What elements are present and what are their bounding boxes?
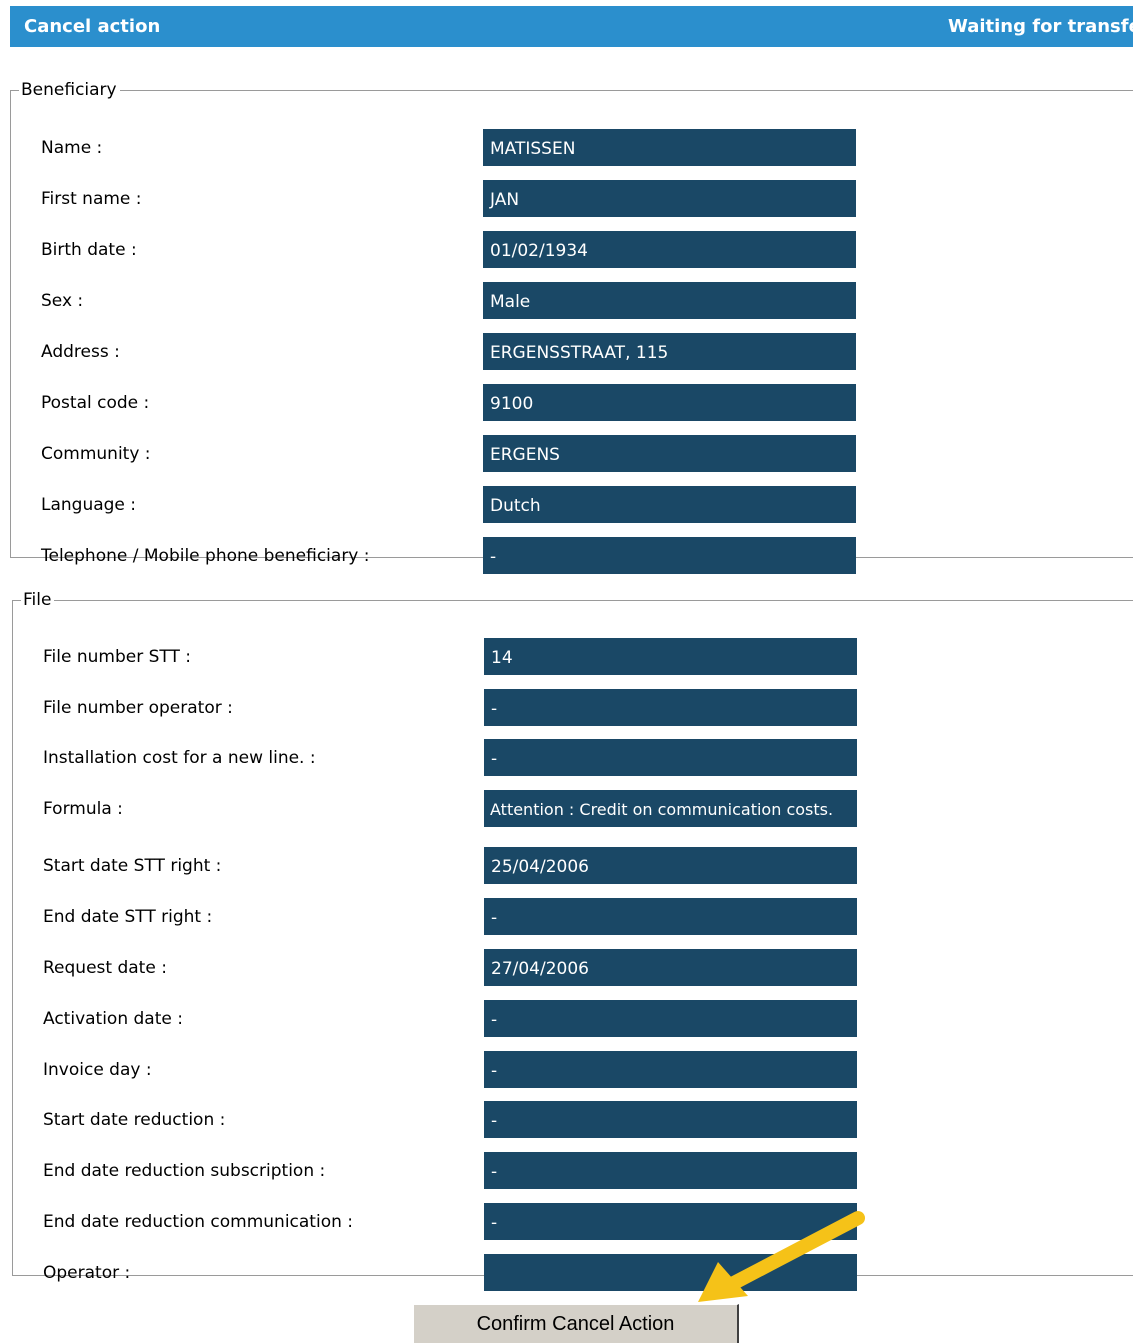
field-label: Telephone / Mobile phone beneficiary : [41, 546, 370, 566]
field-label: Address : [41, 342, 120, 362]
field-row-operator: Operator : [43, 1254, 903, 1291]
field-row-start-date-reduction: Start date reduction : - [43, 1101, 903, 1138]
field-row-invoice-day: Invoice day : - [43, 1051, 903, 1088]
field-label: End date reduction subscription : [43, 1161, 326, 1181]
field-value-end-date-reduction-subscription: - [484, 1152, 857, 1189]
field-value-end-date-stt: - [484, 898, 857, 935]
field-label: Birth date : [41, 240, 137, 260]
field-row-community: Community : ERGENS [41, 435, 901, 472]
field-row-language: Language : Dutch [41, 486, 901, 523]
page-header: Cancel action Waiting for transfer [10, 6, 1133, 47]
field-value-birth-date: 01/02/1934 [483, 231, 856, 268]
field-value-invoice-day: - [484, 1051, 857, 1088]
field-value-operator [484, 1254, 857, 1291]
field-label: Operator : [43, 1263, 131, 1283]
field-label: Community : [41, 444, 151, 464]
field-value-request-date: 27/04/2006 [484, 949, 857, 986]
field-label: Invoice day : [43, 1060, 152, 1080]
field-label: Language : [41, 495, 137, 515]
field-label: Start date STT right : [43, 856, 222, 876]
field-value-community: ERGENS [483, 435, 856, 472]
field-row-telephone: Telephone / Mobile phone beneficiary : - [41, 537, 901, 574]
field-label: Sex : [41, 291, 84, 311]
field-value-start-date-reduction: - [484, 1101, 857, 1138]
field-row-first-name: First name : JAN [41, 180, 901, 217]
field-label: Start date reduction : [43, 1110, 226, 1130]
field-label: Request date : [43, 958, 167, 978]
field-label: End date STT right : [43, 907, 213, 927]
field-row-sex: Sex : Male [41, 282, 901, 319]
field-row-end-date-reduction-subscription: End date reduction subscription : - [43, 1152, 903, 1189]
beneficiary-legend: Beneficiary [21, 80, 117, 100]
field-row-file-number-operator: File number operator : - [43, 689, 903, 726]
field-value-installation-cost: - [484, 739, 857, 776]
arrow-pointer-icon [698, 1211, 865, 1302]
field-value-file-number-operator: - [484, 689, 857, 726]
field-row-end-date-reduction-communication: End date reduction communication : - [43, 1203, 903, 1240]
field-value-name: MATISSEN [483, 129, 856, 166]
field-value-end-date-reduction-communication: - [484, 1203, 857, 1240]
field-value-telephone: - [483, 537, 856, 574]
field-label: File number STT : [43, 647, 191, 667]
field-row-address: Address : ERGENSSTRAAT, 115 [41, 333, 901, 370]
field-value-start-date-stt: 25/04/2006 [484, 847, 857, 884]
field-label: Postal code : [41, 393, 150, 413]
field-row-formula: Formula : Attention : Credit on communic… [43, 790, 903, 827]
field-value-sex: Male [483, 282, 856, 319]
field-value-language: Dutch [483, 486, 856, 523]
field-row-file-number-stt: File number STT : 14 [43, 638, 903, 675]
field-label: Name : [41, 138, 103, 158]
field-label: Activation date : [43, 1009, 183, 1029]
field-label: First name : [41, 189, 142, 209]
field-label: File number operator : [43, 698, 233, 718]
field-value-file-number-stt: 14 [484, 638, 857, 675]
field-value-first-name: JAN [483, 180, 856, 217]
field-value-formula: Attention : Credit on communication cost… [484, 790, 857, 827]
beneficiary-section: Beneficiary Name : MATISSEN First name :… [10, 80, 1133, 574]
field-value-activation-date: - [484, 1000, 857, 1037]
field-row-name: Name : MATISSEN [41, 129, 901, 166]
field-value-postal-code: 9100 [483, 384, 856, 421]
field-label: End date reduction communication : [43, 1212, 354, 1232]
field-row-birth-date: Birth date : 01/02/1934 [41, 231, 901, 268]
field-row-installation-cost: Installation cost for a new line. : - [43, 739, 903, 776]
field-label: Formula : [43, 799, 123, 819]
field-row-postal-code: Postal code : 9100 [41, 384, 901, 421]
file-section: File File number STT : 14 File number op… [12, 590, 1133, 1291]
status-text: Waiting for transfer [948, 16, 1133, 37]
file-legend: File [23, 590, 52, 610]
field-row-start-date-stt: Start date STT right : 25/04/2006 [43, 847, 903, 884]
page-title: Cancel action [24, 16, 161, 37]
field-row-request-date: Request date : 27/04/2006 [43, 949, 903, 986]
field-value-address: ERGENSSTRAAT, 115 [483, 333, 856, 370]
field-label: Installation cost for a new line. : [43, 748, 316, 768]
confirm-cancel-action-button[interactable]: Confirm Cancel Action [413, 1304, 739, 1343]
field-row-activation-date: Activation date : - [43, 1000, 903, 1037]
field-row-end-date-stt: End date STT right : - [43, 898, 903, 935]
